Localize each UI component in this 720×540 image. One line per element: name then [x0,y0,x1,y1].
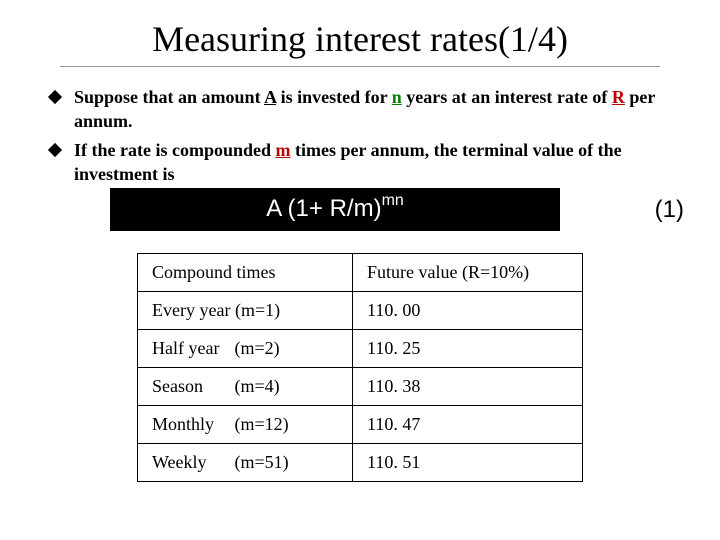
bullet-item: Suppose that an amount A is invested for… [50,85,670,134]
period-name: Every year [152,300,230,321]
variable-a: A [264,87,276,107]
table-header-row: Compound times Future value (R=10%) [138,254,583,292]
table-cell-value: 110. 38 [353,368,583,406]
compound-table: Compound times Future value (R=10%) Ever… [137,253,583,482]
table-cell-label: Monthly (m=12) [138,406,353,444]
table-row: Every year (m=1) 110. 00 [138,292,583,330]
table-cell-value: 110. 47 [353,406,583,444]
table-cell-label: Weekly (m=51) [138,444,353,482]
period-name: Weekly [152,452,230,473]
table-cell-label: Half year (m=2) [138,330,353,368]
table-container: Compound times Future value (R=10%) Ever… [0,253,720,482]
equation-number: (1) [655,196,684,224]
table-row: Half year (m=2) 110. 25 [138,330,583,368]
text-fragment: Suppose that an amount [74,87,264,107]
period-m: (m=12) [235,414,289,434]
table-cell-value: 110. 51 [353,444,583,482]
formula-base: A (1+ R/m) [266,195,381,222]
period-m: (m=2) [235,338,280,358]
title-underline [60,66,660,67]
bullet-text: If the rate is compounded m times per an… [74,138,670,187]
diamond-bullet-icon [48,90,62,104]
bullet-text: Suppose that an amount A is invested for… [74,85,670,134]
slide-title: Measuring interest rates(1/4) [0,0,720,66]
table-cell-label: Season (m=4) [138,368,353,406]
text-fragment: is invested for [276,87,392,107]
table-cell-value: 110. 00 [353,292,583,330]
table-header-cell: Compound times [138,254,353,292]
period-m: (m=1) [235,300,280,320]
formula-row: A (1+ R/m)mn (1) [0,188,720,231]
formula-box: A (1+ R/m)mn [110,188,560,231]
table-header-cell: Future value (R=10%) [353,254,583,292]
table-row: Weekly (m=51) 110. 51 [138,444,583,482]
bullet-list: Suppose that an amount A is invested for… [0,85,720,186]
period-m: (m=4) [235,376,280,396]
diamond-bullet-icon [48,143,62,157]
variable-n: n [392,87,402,107]
period-name: Half year [152,338,230,359]
variable-m: m [276,140,291,160]
table-cell-value: 110. 25 [353,330,583,368]
period-m: (m=51) [235,452,289,472]
formula-exponent: mn [382,192,404,209]
period-name: Monthly [152,414,230,435]
variable-r: R [612,87,625,107]
period-name: Season [152,376,230,397]
text-fragment: years at an interest rate of [402,87,612,107]
bullet-item: If the rate is compounded m times per an… [50,138,670,187]
text-fragment: If the rate is compounded [74,140,276,160]
table-row: Season (m=4) 110. 38 [138,368,583,406]
table-cell-label: Every year (m=1) [138,292,353,330]
table-row: Monthly (m=12) 110. 47 [138,406,583,444]
